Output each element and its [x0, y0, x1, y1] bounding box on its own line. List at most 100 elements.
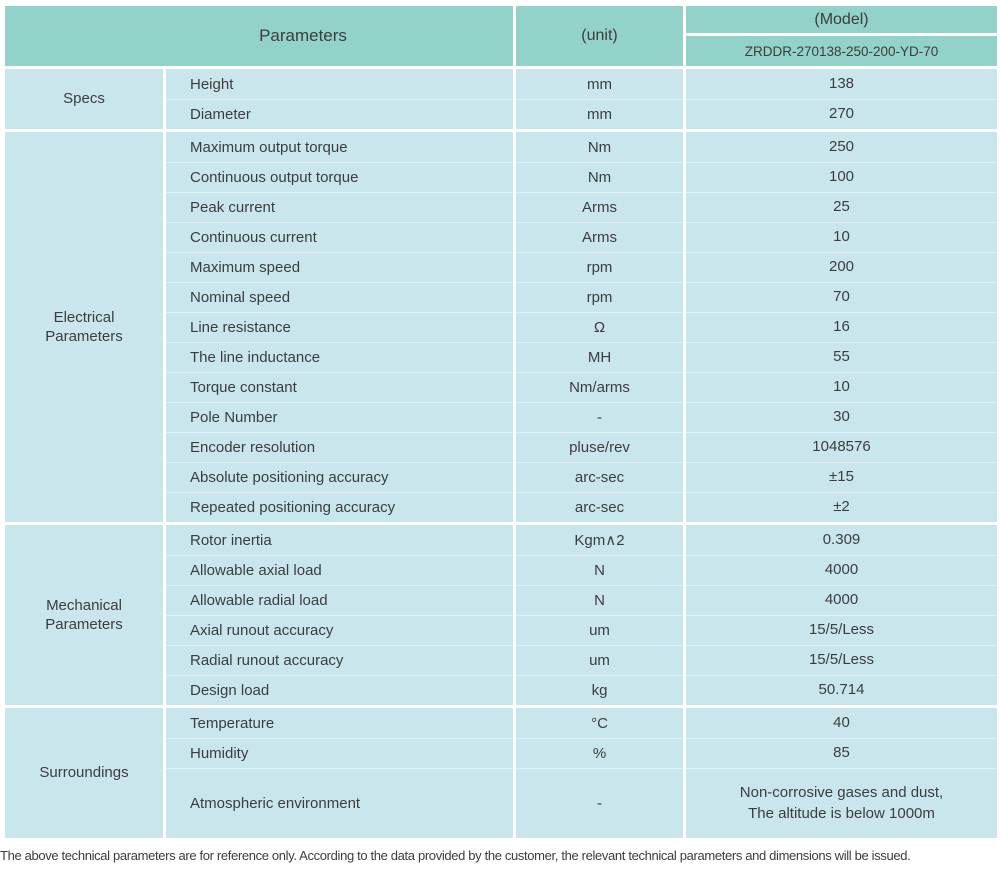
- parameter-name-cell: Allowable radial load: [166, 585, 513, 615]
- table-row: Allowable axial load N 4000: [166, 555, 997, 585]
- parameter-name-cell: Continuous current: [166, 222, 513, 252]
- unit-cell: rpm: [516, 282, 683, 312]
- parameter-name-cell: Repeated positioning accuracy: [166, 492, 513, 522]
- category-cell: Mechanical Parameters: [5, 525, 163, 705]
- parameter-name-cell: Height: [166, 69, 513, 99]
- unit-cell: mm: [516, 99, 683, 129]
- section-rows: Height mm 138 Diameter mm 270: [166, 69, 997, 129]
- table-section: Electrical Parameters Maximum output tor…: [5, 132, 997, 522]
- unit-cell: um: [516, 645, 683, 675]
- unit-cell: N: [516, 585, 683, 615]
- unit-cell: Arms: [516, 192, 683, 222]
- table-section: Surroundings Temperature °C 40 Humidity …: [5, 708, 997, 838]
- table-row: Axial runout accuracy um 15/5/Less: [166, 615, 997, 645]
- table-row: Humidity % 85: [166, 738, 997, 768]
- section-rows: Temperature °C 40 Humidity % 85 Atmosphe…: [166, 708, 997, 838]
- value-cell: 0.309: [686, 525, 997, 555]
- parameter-name-cell: Pole Number: [166, 402, 513, 432]
- parameter-name-cell: Torque constant: [166, 372, 513, 402]
- table-row: Design load kg 50.714: [166, 675, 997, 705]
- parameter-name-cell: Design load: [166, 675, 513, 705]
- value-cell: 30: [686, 402, 997, 432]
- value-cell: 250: [686, 132, 997, 162]
- table-row: Absolute positioning accuracy arc-sec ±1…: [166, 462, 997, 492]
- table-row: Diameter mm 270: [166, 99, 997, 129]
- unit-cell: arc-sec: [516, 462, 683, 492]
- table-row: Pole Number - 30: [166, 402, 997, 432]
- table-section: Mechanical Parameters Rotor inertia Kgm∧…: [5, 525, 997, 705]
- section-rows: Rotor inertia Kgm∧2 0.309 Allowable axia…: [166, 525, 997, 705]
- section-rows: Maximum output torque Nm 250 Continuous …: [166, 132, 997, 522]
- unit-cell: °C: [516, 708, 683, 738]
- table-row: Encoder resolution pluse/rev 1048576: [166, 432, 997, 462]
- unit-cell: Arms: [516, 222, 683, 252]
- value-cell: 70: [686, 282, 997, 312]
- table-row: Allowable radial load N 4000: [166, 585, 997, 615]
- table-row: Continuous current Arms 10: [166, 222, 997, 252]
- unit-cell: N: [516, 555, 683, 585]
- unit-cell: Ω: [516, 312, 683, 342]
- table-row: Temperature °C 40: [166, 708, 997, 738]
- unit-cell: %: [516, 738, 683, 768]
- value-cell: 200: [686, 252, 997, 282]
- unit-cell: arc-sec: [516, 492, 683, 522]
- parameter-name-cell: Encoder resolution: [166, 432, 513, 462]
- value-cell: 40: [686, 708, 997, 738]
- unit-cell: Kgm∧2: [516, 525, 683, 555]
- parameter-name-cell: Temperature: [166, 708, 513, 738]
- parameter-name-cell: Radial runout accuracy: [166, 645, 513, 675]
- value-cell: 25: [686, 192, 997, 222]
- value-cell: 1048576: [686, 432, 997, 462]
- unit-cell: pluse/rev: [516, 432, 683, 462]
- value-cell: 15/5/Less: [686, 645, 997, 675]
- header-parameters: Parameters: [5, 6, 513, 66]
- parameter-name-cell: Peak current: [166, 192, 513, 222]
- parameter-name-cell: Humidity: [166, 738, 513, 768]
- spec-table: Parameters (unit) (Model) ZRDDR-270138-2…: [5, 6, 997, 838]
- table-row: Peak current Arms 25: [166, 192, 997, 222]
- value-cell: 55: [686, 342, 997, 372]
- value-cell: 50.714: [686, 675, 997, 705]
- unit-cell: mm: [516, 69, 683, 99]
- unit-cell: rpm: [516, 252, 683, 282]
- table-row: Atmospheric environment - Non-corrosive …: [166, 768, 997, 838]
- value-cell: 10: [686, 372, 997, 402]
- category-cell: Electrical Parameters: [5, 132, 163, 522]
- table-row: Maximum output torque Nm 250: [166, 132, 997, 162]
- value-cell: 4000: [686, 585, 997, 615]
- value-cell: 16: [686, 312, 997, 342]
- table-row: Nominal speed rpm 70: [166, 282, 997, 312]
- page: Parameters (unit) (Model) ZRDDR-270138-2…: [0, 6, 1000, 882]
- table-body: Specs Height mm 138 Diameter mm 270 Elec…: [5, 69, 997, 838]
- unit-cell: Nm: [516, 162, 683, 192]
- table-row: Torque constant Nm/arms 10: [166, 372, 997, 402]
- unit-cell: -: [516, 402, 683, 432]
- table-row: Continuous output torque Nm 100: [166, 162, 997, 192]
- category-cell: Surroundings: [5, 708, 163, 838]
- value-cell: 15/5/Less: [686, 615, 997, 645]
- value-cell: 138: [686, 69, 997, 99]
- unit-cell: Nm: [516, 132, 683, 162]
- table-row: Maximum speed rpm 200: [166, 252, 997, 282]
- parameter-name-cell: Rotor inertia: [166, 525, 513, 555]
- value-cell: 10: [686, 222, 997, 252]
- parameter-name-cell: Maximum output torque: [166, 132, 513, 162]
- value-cell: 100: [686, 162, 997, 192]
- parameter-name-cell: Diameter: [166, 99, 513, 129]
- value-cell: 270: [686, 99, 997, 129]
- footnote: The above technical parameters are for r…: [0, 848, 911, 863]
- category-cell: Specs: [5, 69, 163, 129]
- parameter-name-cell: Line resistance: [166, 312, 513, 342]
- value-cell: 85: [686, 738, 997, 768]
- parameter-name-cell: Axial runout accuracy: [166, 615, 513, 645]
- table-row: Radial runout accuracy um 15/5/Less: [166, 645, 997, 675]
- parameter-name-cell: The line inductance: [166, 342, 513, 372]
- parameter-name-cell: Atmospheric environment: [166, 768, 513, 838]
- table-row: Repeated positioning accuracy arc-sec ±2: [166, 492, 997, 522]
- parameter-name-cell: Continuous output torque: [166, 162, 513, 192]
- parameter-name-cell: Allowable axial load: [166, 555, 513, 585]
- header-model: (Model) ZRDDR-270138-250-200-YD-70: [686, 6, 997, 66]
- table-row: Height mm 138: [166, 69, 997, 99]
- parameter-name-cell: Maximum speed: [166, 252, 513, 282]
- table-row: The line inductance MH 55: [166, 342, 997, 372]
